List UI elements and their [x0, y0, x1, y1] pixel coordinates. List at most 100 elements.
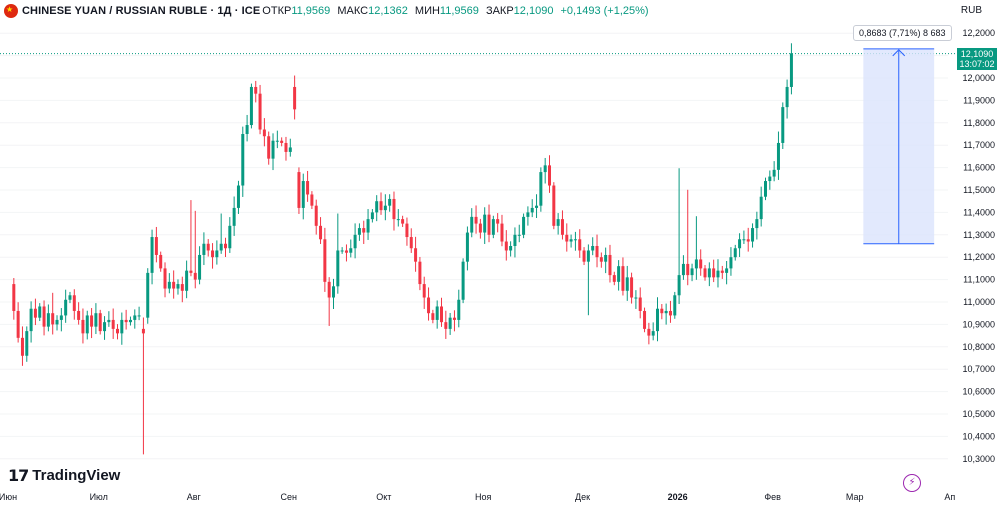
candle-body	[150, 237, 154, 273]
candle-body	[193, 272, 197, 280]
candle-body	[539, 172, 543, 206]
candle-body	[383, 205, 387, 211]
y-tick-label: 11,6000	[963, 163, 995, 173]
candle-body	[107, 319, 111, 323]
time-axis: Июн Июл Авг Сен Окт Ноя Дек 2026 Фев Мар Ап	[0, 492, 955, 502]
logo-text: TradingView	[32, 467, 121, 484]
tradingview-mark-icon: 17	[8, 466, 29, 485]
candle-body	[232, 207, 236, 226]
candle-body	[513, 234, 517, 246]
candle-body	[29, 308, 33, 332]
candle-body	[154, 237, 158, 255]
candle-body	[401, 219, 405, 224]
candle-body	[647, 328, 651, 336]
candle-body	[595, 246, 599, 258]
candle-body	[785, 86, 789, 108]
candle-body	[751, 228, 755, 242]
candle-body	[236, 185, 240, 208]
x-tick-label: Сен	[281, 492, 298, 502]
tradingview-logo[interactable]: 17 TradingView	[8, 466, 120, 485]
y-tick-label: 11,8000	[963, 118, 995, 128]
candle-body	[465, 232, 469, 262]
x-tick-label: 2026	[668, 492, 688, 502]
candle-body	[267, 136, 271, 159]
candle-body	[68, 295, 72, 300]
candle-body	[33, 308, 37, 318]
x-tick-label: Ноя	[475, 492, 492, 502]
candle-body	[116, 328, 119, 334]
candle-body	[206, 243, 210, 251]
candle-body	[664, 310, 668, 314]
candle-body	[219, 243, 223, 251]
candle-body	[656, 308, 659, 332]
candle-body	[280, 140, 284, 143]
candle-body	[474, 216, 478, 224]
candle-body	[90, 315, 94, 327]
close-value: 12,1090	[513, 5, 554, 17]
candle-body	[699, 259, 703, 269]
candle-body	[94, 313, 98, 327]
low-value: 11,9569	[439, 5, 479, 17]
x-tick-label: Окт	[376, 492, 391, 502]
candle-body	[185, 270, 189, 291]
candle-body	[677, 275, 681, 296]
currency-label[interactable]: RUB	[960, 5, 982, 16]
candle-body	[323, 239, 327, 282]
candle-body	[198, 254, 202, 280]
symbol-title[interactable]: CHINESE YUAN / RUSSIAN RUBLE · 1Д · ICE	[22, 5, 261, 17]
candle-body	[638, 297, 642, 311]
candle-body	[552, 185, 556, 226]
candle-body	[293, 86, 297, 110]
y-tick-label: 11,7000	[963, 140, 995, 150]
candle-body	[444, 322, 448, 329]
candle-body	[396, 219, 400, 221]
candle-body	[427, 297, 431, 314]
candle-body	[573, 239, 577, 241]
candle-body	[431, 313, 435, 320]
candle-body	[694, 259, 698, 269]
y-tick-label: 12,0000	[962, 73, 995, 83]
candle-body	[742, 239, 746, 241]
x-tick-label: Авг	[187, 492, 202, 502]
candle-body	[569, 239, 573, 242]
candle-body	[625, 277, 629, 291]
candle-body	[651, 331, 655, 336]
candle-body	[733, 248, 737, 258]
candle-body	[422, 284, 426, 298]
candle-body	[608, 254, 612, 276]
candle-body	[310, 194, 314, 206]
lightning-icon[interactable]: ⚡	[903, 474, 921, 492]
y-tick-label: 10,4000	[962, 431, 995, 441]
candle-body	[81, 319, 85, 334]
candle-body	[228, 225, 232, 249]
measure-arrow-head	[892, 49, 906, 57]
x-tick-label: Фев	[764, 492, 781, 502]
candle-body	[180, 284, 184, 291]
y-tick-label: 11,1000	[963, 275, 995, 285]
change-value: +0,1493 (+1,25%)	[560, 5, 649, 17]
candle-body	[245, 125, 249, 134]
candle-body	[591, 246, 595, 251]
high-value: 12,1362	[368, 5, 408, 17]
candle-body	[543, 165, 547, 173]
candle-body	[729, 257, 733, 269]
candle-body	[392, 198, 396, 220]
candle-body	[332, 286, 335, 298]
candle-body	[483, 214, 487, 233]
candle-body	[301, 181, 305, 208]
candle-body	[720, 270, 724, 273]
low-label: МИН	[414, 5, 440, 17]
candle-body	[440, 306, 443, 323]
candle-body	[25, 331, 29, 356]
candle-body	[517, 234, 521, 236]
candle-body	[202, 243, 206, 255]
candle-body	[461, 261, 465, 300]
candle-body	[388, 198, 392, 206]
y-tick-label: 10,5000	[962, 409, 995, 419]
candle-body	[271, 140, 275, 159]
candle-body	[241, 134, 245, 186]
candle-body	[560, 219, 564, 235]
candle-body	[128, 319, 132, 323]
